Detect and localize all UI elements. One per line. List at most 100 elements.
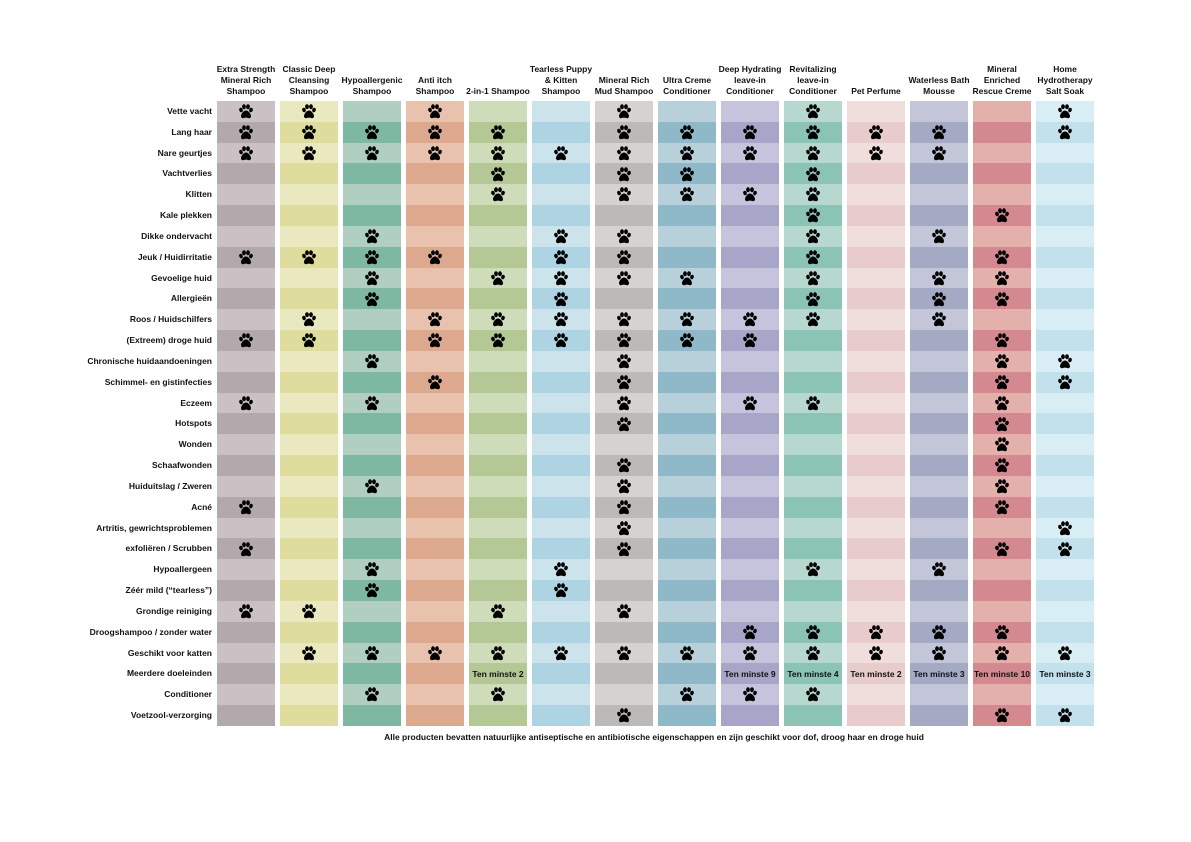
table-cell <box>343 267 401 289</box>
table-cell <box>784 184 842 206</box>
paw-icon <box>995 375 1009 390</box>
table-cell <box>469 517 527 539</box>
paw-icon <box>365 250 379 265</box>
paw-icon <box>617 500 631 515</box>
table-cell <box>595 205 653 227</box>
table-cell <box>280 559 338 581</box>
table-cell <box>910 371 968 393</box>
table-cell <box>721 101 779 123</box>
table-cell <box>847 621 905 643</box>
column-header: Anti itch Shampoo <box>415 75 455 96</box>
paw-icon <box>806 687 820 702</box>
paw-icon <box>1058 541 1072 556</box>
row-label: Meerdere doeleinden <box>126 668 212 679</box>
cell-text: Ten minste 10 <box>973 669 1031 680</box>
paw-icon <box>932 270 946 285</box>
table-cell <box>784 205 842 227</box>
table-cell <box>595 392 653 414</box>
table-cell <box>532 663 590 685</box>
table-cell <box>784 642 842 664</box>
table-cell <box>721 121 779 144</box>
paw-icon <box>365 687 379 702</box>
table-cell <box>532 455 590 477</box>
table-cell <box>343 642 401 664</box>
table-cell <box>658 288 716 310</box>
table-cell <box>469 559 527 581</box>
paw-icon <box>428 375 442 390</box>
table-cell <box>784 392 842 414</box>
table-cell <box>406 121 464 144</box>
table-cell <box>658 330 716 352</box>
table-cell <box>784 475 842 498</box>
table-cell <box>469 455 527 477</box>
table-cell <box>280 538 338 560</box>
paw-icon <box>680 146 694 160</box>
paw-icon <box>554 645 568 660</box>
paw-icon <box>239 333 253 348</box>
table-cell <box>217 101 275 123</box>
table-cell <box>280 184 338 206</box>
paw-icon <box>869 125 883 140</box>
table-cell <box>847 142 905 164</box>
column-header: Pet Perfume <box>851 86 901 96</box>
table-cell <box>406 330 464 352</box>
table-cell <box>973 559 1031 581</box>
table-cell <box>532 142 590 164</box>
table-cell <box>721 371 779 393</box>
paw-icon <box>995 645 1009 660</box>
table-cell <box>973 392 1031 414</box>
table-cell <box>973 121 1031 144</box>
paw-icon <box>932 312 946 327</box>
table-cell <box>217 413 275 435</box>
table-cell <box>532 434 590 456</box>
table-cell <box>469 580 527 602</box>
table-cell <box>1036 371 1094 393</box>
table-cell <box>910 267 968 289</box>
paw-icon <box>995 625 1009 640</box>
paw-icon <box>491 333 505 348</box>
paw-icon <box>806 562 820 577</box>
table-cell <box>910 101 968 123</box>
table-cell <box>406 600 464 623</box>
table-cell <box>1036 163 1094 185</box>
table-cell <box>847 434 905 456</box>
paw-icon <box>680 166 694 181</box>
table-cell <box>343 663 401 685</box>
paw-icon <box>617 479 631 494</box>
table-cell <box>1036 121 1094 144</box>
table-cell <box>343 371 401 393</box>
table-cell <box>847 350 905 373</box>
paw-icon <box>365 291 379 306</box>
table-cell <box>721 538 779 560</box>
paw-icon <box>617 229 631 244</box>
table-cell <box>406 663 464 685</box>
table-cell <box>658 101 716 123</box>
table-cell <box>343 350 401 373</box>
paw-icon <box>680 187 694 202</box>
table-cell <box>658 434 716 456</box>
table-cell <box>595 142 653 164</box>
column-header: Mineral Enriched Rescue Creme <box>972 64 1032 96</box>
paw-icon <box>617 458 631 473</box>
row-label: Hypoallergeen <box>153 564 212 575</box>
table-cell <box>973 371 1031 393</box>
table-cell <box>280 642 338 664</box>
table-cell <box>658 538 716 560</box>
table-cell <box>280 392 338 414</box>
table-cell <box>910 413 968 435</box>
table-cell <box>721 246 779 269</box>
row-label: Vette vacht <box>167 106 212 116</box>
table-cell <box>469 684 527 706</box>
table-cell <box>469 101 527 123</box>
paw-icon <box>617 395 631 410</box>
table-cell <box>406 621 464 643</box>
table-cell <box>910 163 968 185</box>
table-cell <box>973 496 1031 518</box>
table-cell <box>721 434 779 456</box>
table-cell <box>469 496 527 518</box>
table-cell <box>469 121 527 144</box>
table-cell <box>532 684 590 706</box>
table-cell <box>1036 621 1094 643</box>
table-cell <box>280 455 338 477</box>
